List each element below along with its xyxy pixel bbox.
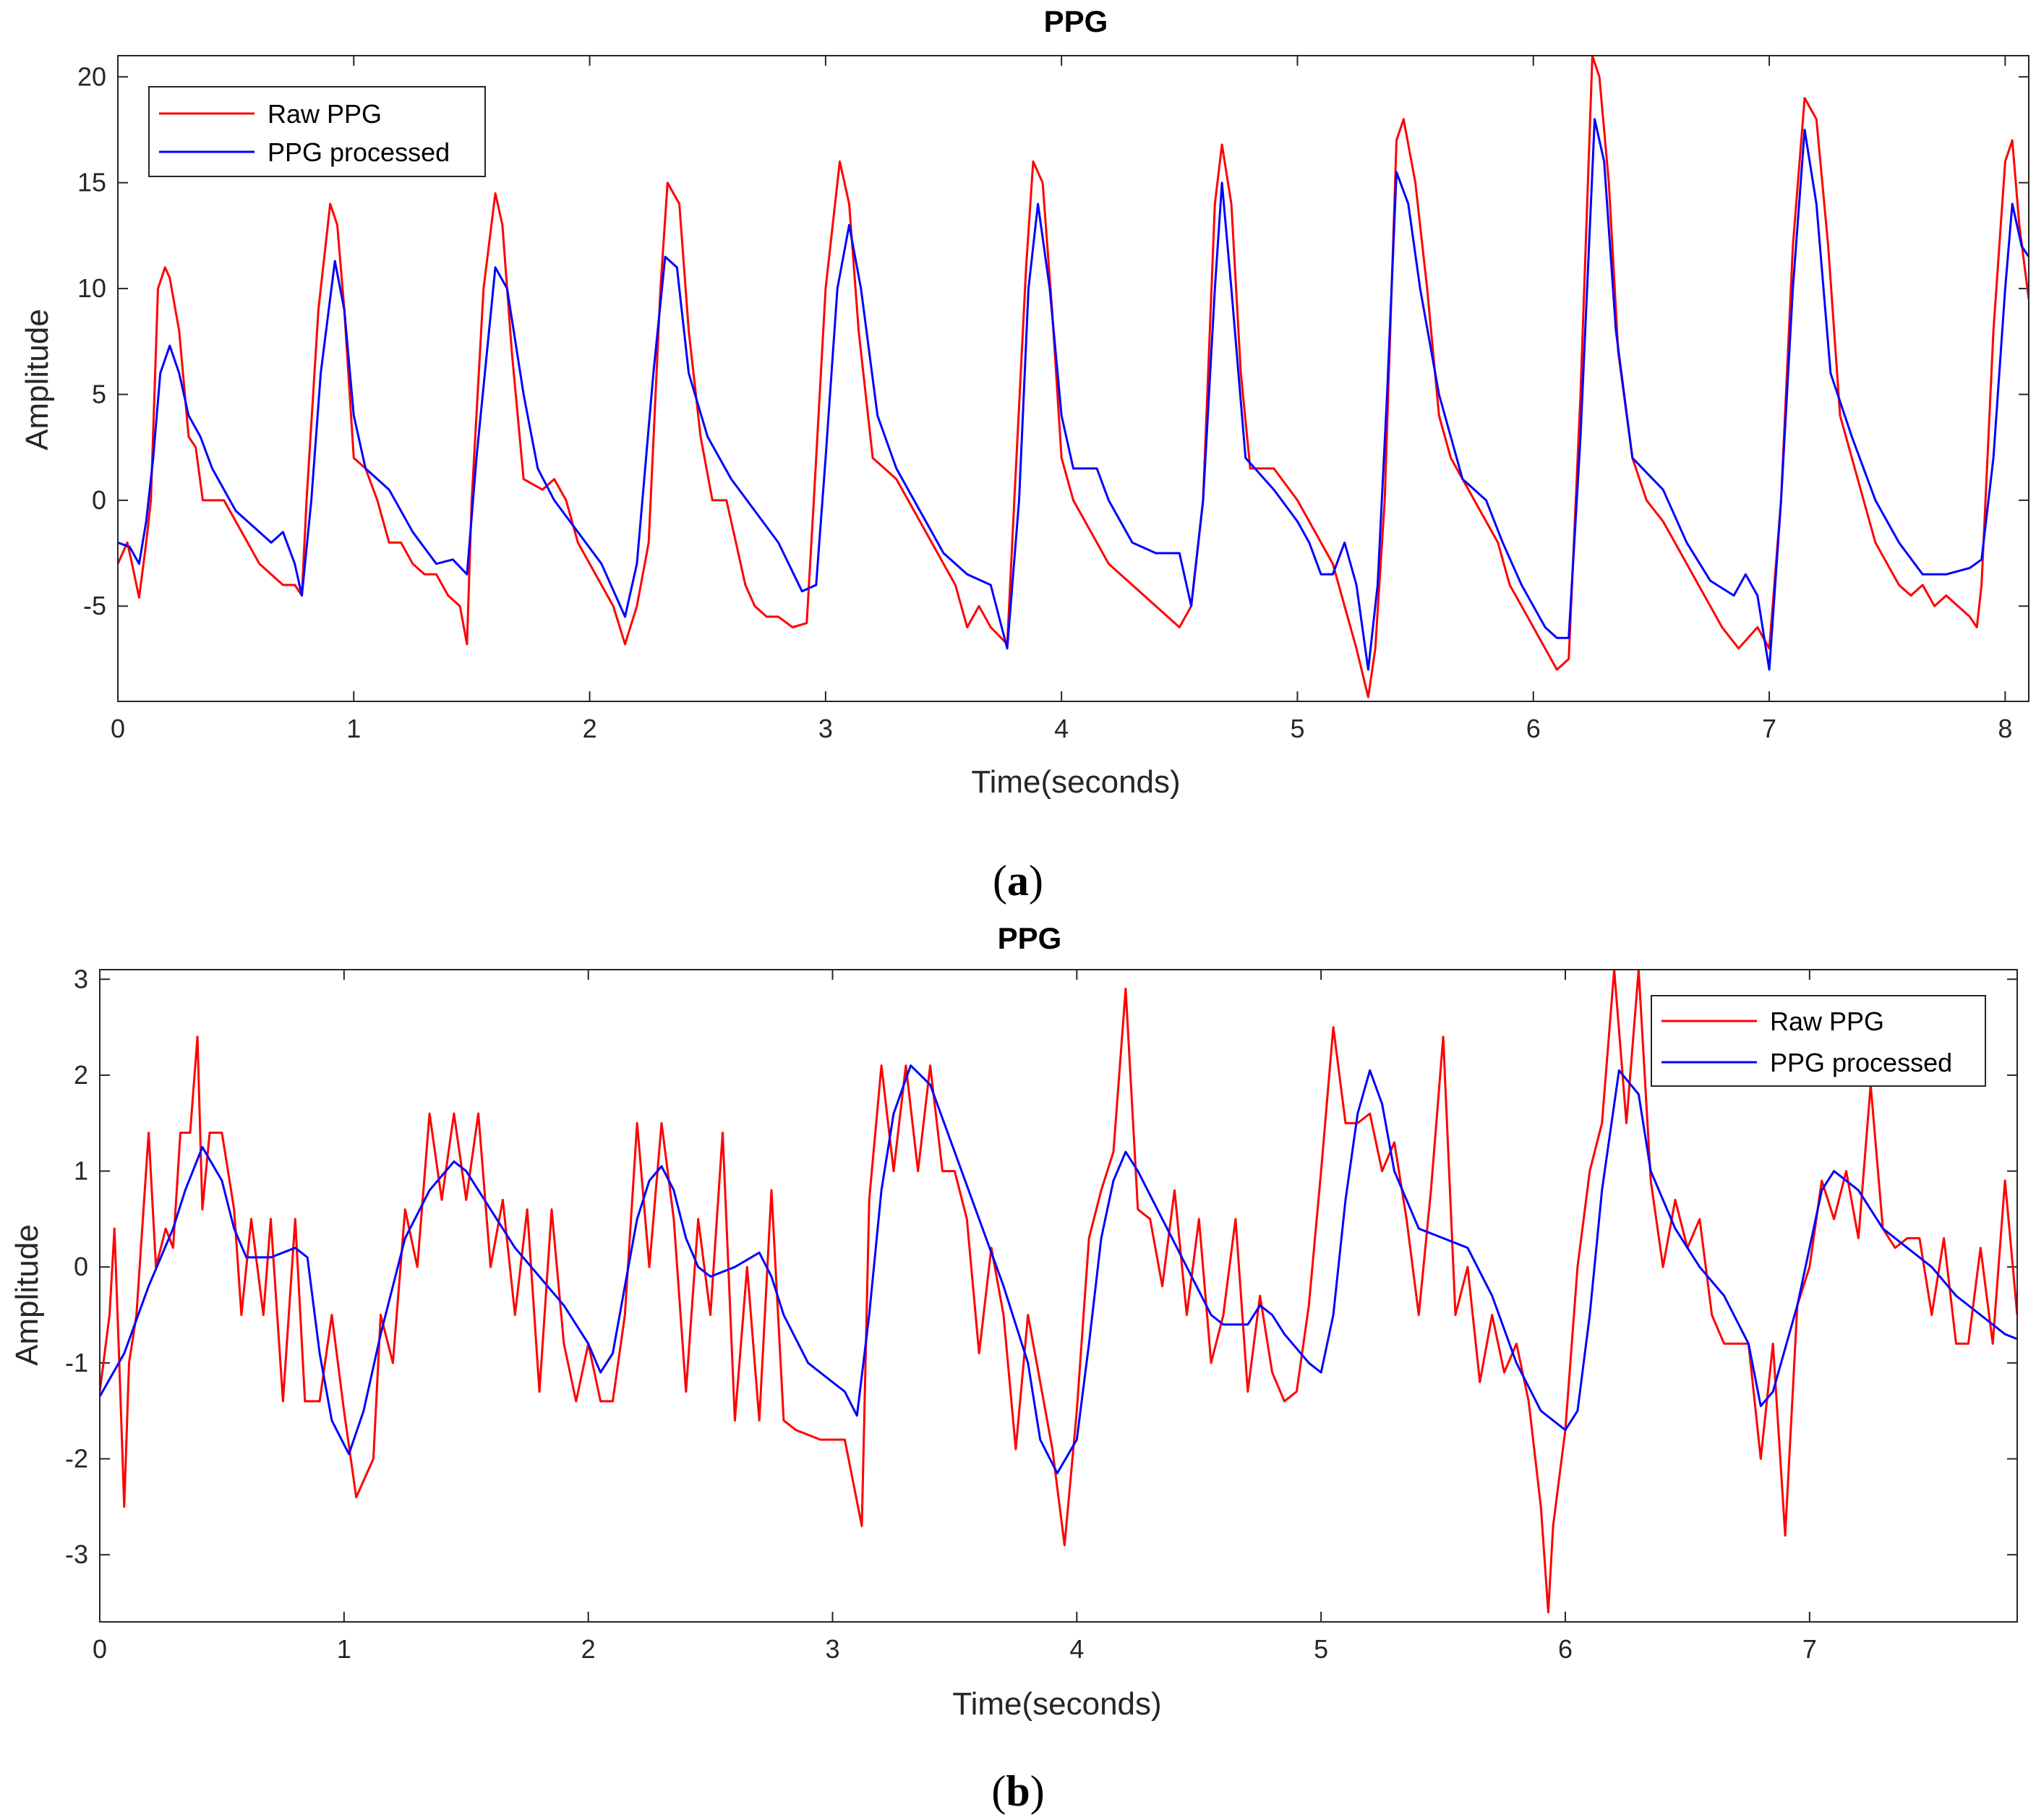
chart-b-caption: (b) xyxy=(991,1767,1044,1815)
chart-b-ytick-label: 3 xyxy=(74,964,88,994)
chart-b-ytick-label: -1 xyxy=(65,1348,88,1377)
chart-a-ytick-label: 15 xyxy=(77,168,106,197)
chart-a-xtick-label: 7 xyxy=(1762,714,1776,743)
legend-b-raw-label: Raw PPG xyxy=(1770,1007,1884,1036)
chart-a-ytick-label: 0 xyxy=(92,485,106,515)
chart-a-caption: (a) xyxy=(993,857,1043,905)
chart-a-ytick-label: 5 xyxy=(92,379,106,409)
chart-a-legend-box xyxy=(148,86,486,177)
chart-b-xtick-label: 4 xyxy=(1069,1634,1084,1664)
chart-a-ytick-label: 20 xyxy=(77,61,106,91)
chart-a-xtick-label: 2 xyxy=(583,714,597,743)
chart-b-ytick-label: -3 xyxy=(65,1539,88,1569)
chart-b-ytick-label: -2 xyxy=(65,1444,88,1474)
chart-b-ytick-label: 1 xyxy=(74,1156,88,1186)
chart-b-legend: Raw PPG PPG processed xyxy=(1651,995,1986,1087)
chart-a-xtick-label: 8 xyxy=(1998,714,2012,743)
chart-a-legend: Raw PPG PPG processed xyxy=(148,86,486,177)
chart-b-xtick-label: 6 xyxy=(1558,1634,1573,1664)
chart-b-ytick-label: 2 xyxy=(74,1060,88,1090)
chart-a-ytick-label: -5 xyxy=(83,591,106,620)
legend-b-processed-label: PPG processed xyxy=(1770,1048,1952,1077)
chart-a-series-ppg-processed-line xyxy=(118,118,2029,671)
legend-a-processed-label: PPG processed xyxy=(268,137,450,167)
chart-a: PPG 0 1 2 3 4 5 6 7 8 -5 0 5 10 15 20 Time(seconds) Am… xyxy=(20,4,2029,905)
chart-a-ytick-label: 10 xyxy=(77,273,106,303)
chart-b-legend-box xyxy=(1651,995,1986,1087)
chart-a-xtick-label: 5 xyxy=(1290,714,1304,743)
chart-a-xtick-label: 3 xyxy=(818,714,833,743)
chart-b-xtick-label: 1 xyxy=(337,1634,351,1664)
chart-a-xlabel: Time(seconds) xyxy=(971,764,1180,800)
chart-a-axes-frame xyxy=(117,55,2029,702)
chart-a-caption-open: ( xyxy=(993,857,1007,905)
chart-a-xtick-label: 0 xyxy=(111,714,125,743)
chart-b-ylabel: Amplitude xyxy=(9,1224,45,1366)
chart-b-xtick-label: 7 xyxy=(1802,1634,1817,1664)
chart-b-series-raw-ppg-line xyxy=(100,970,2017,1614)
chart-b-xtick-label: 5 xyxy=(1314,1634,1328,1664)
legend-a-raw-label: Raw PPG xyxy=(268,99,382,129)
chart-a-xtick-label: 4 xyxy=(1054,714,1069,743)
chart-b-caption-letter: b xyxy=(1006,1767,1030,1815)
chart-b-xtick-label: 2 xyxy=(581,1634,596,1664)
chart-b-xtick-label: 3 xyxy=(825,1634,839,1664)
chart-a-caption-close: ) xyxy=(1029,857,1043,905)
chart-b-axes-frame xyxy=(99,969,2018,1623)
chart-a-series-raw-ppg-line xyxy=(118,56,2029,698)
chart-b-title: PPG xyxy=(998,921,1062,955)
chart-a-title: PPG xyxy=(1044,4,1108,38)
chart-b: PPG 0 1 2 3 4 5 6 7 -3 -2 -1 0 1 2 3 Time(seconds) Amp… xyxy=(9,921,2018,1815)
chart-a-xtick-label: 6 xyxy=(1526,714,1541,743)
chart-b-series-ppg-processed-line xyxy=(100,1064,2017,1474)
chart-a-ylabel: Amplitude xyxy=(20,309,55,450)
chart-b-xtick-label: 0 xyxy=(93,1634,107,1664)
chart-b-caption-open: ( xyxy=(991,1767,1006,1815)
chart-b-xlabel: Time(seconds) xyxy=(952,1686,1161,1722)
chart-a-xtick-label: 1 xyxy=(346,714,361,743)
chart-b-ytick-label: 0 xyxy=(74,1252,88,1281)
chart-a-caption-letter: a xyxy=(1007,857,1029,905)
chart-b-caption-close: ) xyxy=(1030,1767,1045,1815)
